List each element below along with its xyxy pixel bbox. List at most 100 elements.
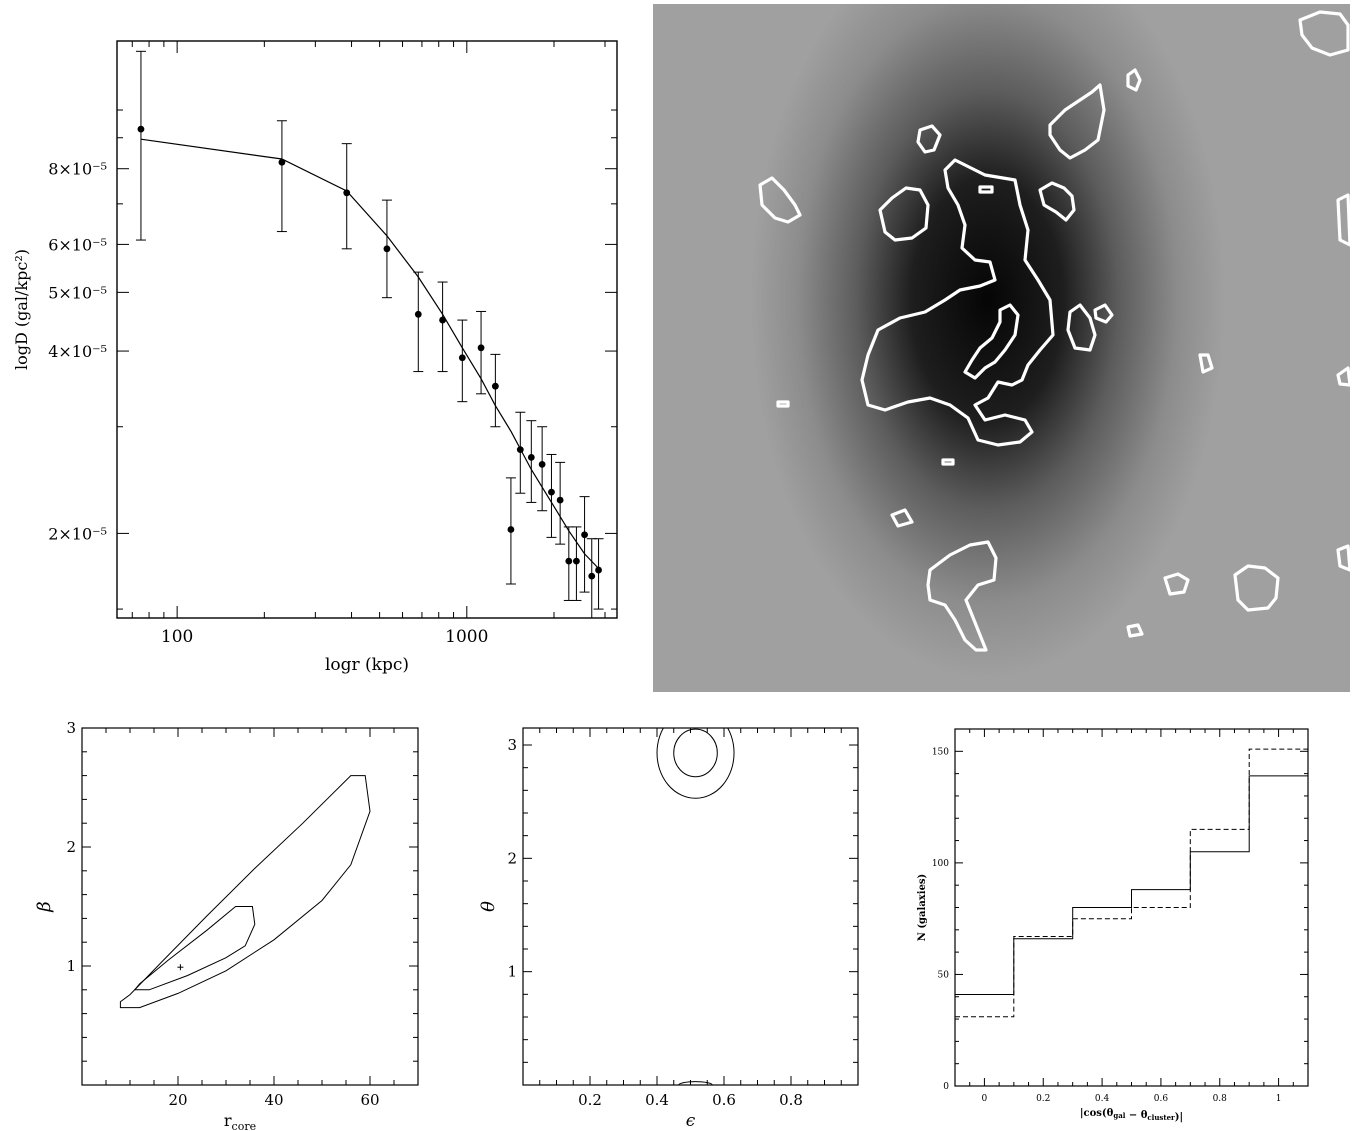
- x-axis-label-subscript: core: [232, 1120, 257, 1131]
- data-point: [565, 557, 573, 565]
- outer-confidence-contour: [119, 775, 371, 1009]
- data-point: [556, 496, 564, 504]
- y-tick-label: 1: [507, 963, 517, 981]
- density-contour: [1336, 366, 1350, 387]
- y-tick-label: 150: [932, 747, 949, 757]
- y-tick-label: 2: [66, 838, 76, 856]
- y-tick-label: 0: [943, 1082, 949, 1092]
- rcore-beta-chart: 20 40 60 1 2 3 rcore β: [34, 719, 419, 1131]
- x-tick-label: 0.8: [779, 1091, 803, 1109]
- radial-profile-chart: 100 1000 8×10⁻⁵ 6×10⁻⁵ 5×10⁻⁵ 4×10⁻⁵ 2×10⁻⁵ log…: [12, 40, 618, 675]
- x-tick-label: 0.2: [1036, 1094, 1050, 1104]
- y-tick-label: 2×10⁻⁵: [48, 524, 107, 543]
- histogram-solid: [955, 775, 1308, 995]
- density-contour: [1126, 68, 1142, 92]
- density-contour: [963, 303, 1020, 380]
- density-contour: [916, 124, 942, 154]
- data-point: [595, 566, 602, 574]
- y-axis-label: θ: [478, 901, 499, 912]
- x-tick-label: 60: [360, 1091, 379, 1109]
- x-tick-label: 0.2: [578, 1091, 602, 1109]
- data-point: [581, 531, 588, 539]
- confidence-contour-0: [673, 728, 718, 778]
- epsilon-theta-chart: 0.2 0.4 0.6 0.8 1 2 3 ϵ θ: [478, 727, 859, 1131]
- alignment-histogram-panel: 0 0.2 0.4 0.6 0.8 1 0 50 100 150 |cos(θgal − θclus…: [905, 712, 1355, 1131]
- x-axis-label-subscript: cluster: [1147, 1113, 1175, 1122]
- x-tick-label: 1000: [445, 627, 488, 647]
- data-point: [573, 557, 580, 565]
- inner-confidence-contour: [133, 906, 256, 991]
- x-axis-label-part: |cos(θ: [1080, 1108, 1114, 1119]
- data-point: [491, 382, 499, 390]
- x-tick-label: 0.4: [645, 1091, 669, 1109]
- density-contour: [1298, 10, 1350, 57]
- y-tick-label: 1: [66, 957, 76, 975]
- x-axis-label-subscript: gal: [1113, 1111, 1125, 1120]
- confidence-contour-1: [656, 728, 735, 799]
- x-axis-label-part: )|: [1175, 1112, 1183, 1123]
- density-contour: [776, 400, 790, 408]
- x-tick-label: 0.6: [712, 1091, 736, 1109]
- density-contour: [1093, 303, 1114, 324]
- data-point: [458, 354, 466, 362]
- alignment-histogram-chart: 0 0.2 0.4 0.6 0.8 1 0 50 100 150 |cos(θgal − θclus…: [917, 728, 1309, 1123]
- x-axis-label: logr (kpc): [325, 655, 409, 675]
- y-tick-label: 8×10⁻⁵: [48, 160, 107, 179]
- x-axis-label: ϵ: [686, 1111, 696, 1131]
- density-contour: [1198, 353, 1214, 374]
- epsilon-theta-panel: 0.2 0.4 0.6 0.8 1 2 3 ϵ θ: [460, 712, 880, 1131]
- density-contour: [1163, 572, 1190, 596]
- x-tick-label: 1: [1276, 1094, 1282, 1104]
- histogram-dashed: [955, 748, 1308, 1018]
- data-point: [439, 316, 447, 324]
- plot-frame: [116, 40, 618, 619]
- density-contour: [1126, 623, 1144, 638]
- x-tick-label: 0.8: [1213, 1094, 1228, 1104]
- y-tick-label: 3: [66, 719, 76, 737]
- x-tick-label: 0.6: [1154, 1094, 1169, 1104]
- density-contour: [1336, 544, 1350, 572]
- data-point: [548, 488, 555, 496]
- density-contour: [758, 176, 802, 224]
- y-tick-label: 2: [507, 849, 517, 867]
- data-point: [507, 526, 515, 533]
- y-tick-label: 4×10⁻⁵: [48, 342, 107, 361]
- data-point: [278, 158, 286, 166]
- data-point: [588, 572, 596, 580]
- contour-group: [656, 728, 735, 1085]
- density-contour: [860, 158, 1055, 447]
- density-contour: [878, 186, 930, 242]
- x-tick-label: 40: [264, 1091, 283, 1109]
- fit-curve: [140, 138, 600, 569]
- rcore-beta-panel: 20 40 60 1 2 3 rcore β: [0, 712, 440, 1131]
- x-tick-label: 0.4: [1095, 1094, 1110, 1104]
- data-point: [538, 460, 546, 468]
- density-contour: [1336, 193, 1350, 247]
- data-point: [383, 245, 391, 253]
- data-point: [137, 125, 145, 133]
- data-point: [343, 189, 351, 197]
- density-contour: [941, 458, 955, 466]
- radial-profile-panel: 100 1000 8×10⁻⁵ 6×10⁻⁵ 5×10⁻⁵ 4×10⁻⁵ 2×10⁻⁵ log…: [0, 0, 630, 690]
- y-tick-label: 100: [932, 859, 949, 869]
- density-contour: [1048, 83, 1106, 160]
- density-contour: [926, 540, 998, 652]
- x-axis-label-part: − θ: [1125, 1110, 1147, 1121]
- density-contour: [1038, 181, 1076, 222]
- confidence-contour-2: [678, 1081, 713, 1085]
- data-point: [414, 310, 422, 318]
- y-axis-label: N (galaxies): [917, 874, 928, 942]
- density-map-gradient: [653, 4, 1350, 692]
- density-map-image: [653, 4, 1350, 692]
- x-tick-label: 0: [982, 1094, 988, 1104]
- y-axis-label: logD (gal/kpc²): [12, 249, 31, 370]
- density-map-panel: [653, 4, 1350, 692]
- data-point: [516, 446, 524, 454]
- x-tick-label: 20: [168, 1091, 187, 1109]
- y-tick-label: 50: [938, 970, 950, 980]
- x-axis-label: rcore: [224, 1111, 256, 1131]
- plot-frame: [522, 727, 859, 1086]
- data-point: [527, 453, 535, 461]
- x-axis-label: |cos(θgal − θcluster)|: [1080, 1108, 1183, 1123]
- data-point: [477, 344, 485, 352]
